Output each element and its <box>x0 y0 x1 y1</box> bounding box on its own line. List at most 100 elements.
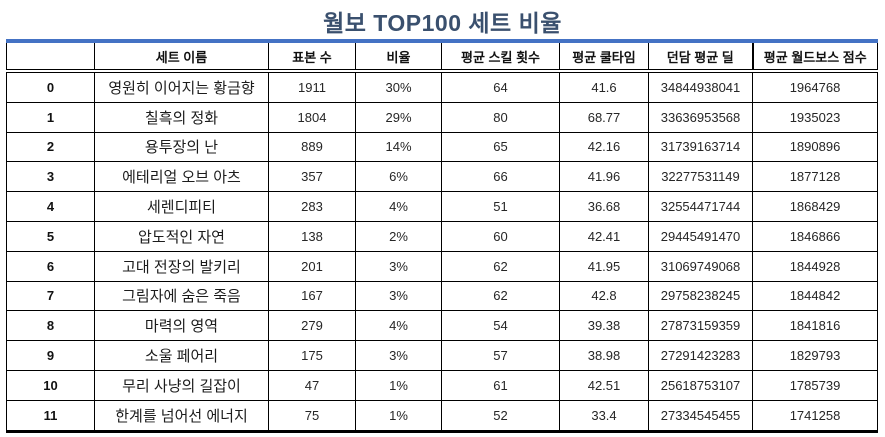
table-row: 3 에테리얼 오브 아츠 357 6% 66 41.96 32277531149 187712… <box>6 161 878 193</box>
set-name-cell: 칠흑의 정화 <box>94 101 269 133</box>
dundam-avg-damage-cell: 31739163714 <box>648 131 753 163</box>
table-row: 7 그림자에 숨은 죽음 167 3% 62 42.8 29758238245 1844842 <box>6 280 878 312</box>
ratio-cell: 4% <box>355 191 442 222</box>
avg-cooldown-cell: 42.51 <box>559 369 649 401</box>
table-row: 4 세렌디피티 283 4% 51 36.68 32554471744 1868429 <box>6 191 878 222</box>
avg-worldboss-score-cell: 1785739 <box>752 369 878 401</box>
sample-count-cell: 279 <box>268 310 356 342</box>
column-header: 비율 <box>355 39 442 73</box>
avg-cooldown-cell: 36.68 <box>559 191 649 222</box>
set-name-cell: 압도적인 자연 <box>94 220 269 252</box>
table-row: 1 칠흑의 정화 1804 29% 80 68.77 33636953568 1935023 <box>6 101 878 133</box>
dundam-avg-damage-cell: 27291423283 <box>648 340 753 371</box>
avg-worldboss-score-cell: 1935023 <box>752 101 878 133</box>
avg-skill-count-cell: 64 <box>441 70 560 103</box>
row-index-cell: 2 <box>6 131 95 163</box>
ratio-cell: 3% <box>355 280 442 312</box>
set-name-cell: 영원히 이어지는 황금향 <box>94 70 269 103</box>
column-header: 던담 평균 딜 <box>648 39 753 73</box>
table-body: 0 영원히 이어지는 황금향 1911 30% 64 41.6 34844938041 196… <box>6 70 878 432</box>
set-name-cell: 에테리얼 오브 아츠 <box>94 161 269 193</box>
row-index-cell: 3 <box>6 161 95 193</box>
avg-cooldown-cell: 39.38 <box>559 310 649 342</box>
ratio-cell: 1% <box>355 369 442 401</box>
sample-count-cell: 47 <box>268 369 356 401</box>
avg-cooldown-cell: 42.16 <box>559 131 649 163</box>
sample-count-cell: 283 <box>268 191 356 222</box>
set-name-cell: 고대 전장의 발키리 <box>94 250 269 282</box>
column-header: 평균 월드보스 점수 <box>751 39 878 73</box>
avg-skill-count-cell: 60 <box>441 220 560 252</box>
dundam-avg-damage-cell: 31069749068 <box>648 250 753 282</box>
table-row: 6 고대 전장의 발키리 201 3% 62 41.95 31069749068 184492… <box>6 250 878 282</box>
sample-count-cell: 1911 <box>268 70 356 103</box>
ratio-cell: 30% <box>355 70 442 103</box>
set-name-cell: 마력의 영역 <box>94 310 269 342</box>
dundam-avg-damage-cell: 29445491470 <box>648 220 753 252</box>
dundam-avg-damage-cell: 27873159359 <box>648 310 753 342</box>
avg-worldboss-score-cell: 1868429 <box>752 191 878 222</box>
avg-cooldown-cell: 38.98 <box>559 340 649 371</box>
table-row: 0 영원히 이어지는 황금향 1911 30% 64 41.6 34844938041 196… <box>6 70 878 103</box>
avg-worldboss-score-cell: 1841816 <box>752 310 878 342</box>
avg-skill-count-cell: 61 <box>441 369 560 401</box>
dundam-avg-damage-cell: 33636953568 <box>648 101 753 133</box>
dundam-avg-damage-cell: 29758238245 <box>648 280 753 312</box>
set-name-cell: 그림자에 숨은 죽음 <box>94 280 269 312</box>
avg-cooldown-cell: 41.6 <box>559 70 649 103</box>
row-index-cell: 8 <box>6 310 95 342</box>
avg-cooldown-cell: 41.96 <box>559 161 649 193</box>
ratio-cell: 4% <box>355 310 442 342</box>
avg-worldboss-score-cell: 1890896 <box>752 131 878 163</box>
avg-worldboss-score-cell: 1877128 <box>752 161 878 193</box>
ratio-cell: 29% <box>355 101 442 133</box>
avg-worldboss-score-cell: 1846866 <box>752 220 878 252</box>
table-row: 8 마력의 영역 279 4% 54 39.38 27873159359 1841816 <box>6 310 878 342</box>
page-title: 월보 TOP100 세트 비율 <box>323 10 562 36</box>
avg-skill-count-cell: 54 <box>441 310 560 342</box>
sample-count-cell: 1804 <box>268 101 356 133</box>
column-header: 세트 이름 <box>94 39 269 73</box>
row-index-cell: 11 <box>6 399 95 432</box>
row-index-cell: 9 <box>6 340 95 371</box>
avg-cooldown-cell: 33.4 <box>559 399 649 432</box>
table-row: 10 무리 사냥의 길잡이 47 1% 61 42.51 25618753107 178573… <box>6 369 878 401</box>
data-table: 세트 이름 표본 수 비율 평균 스킬 횟수 평균 쿨타임 던담 평균 딜 평균 월드보스 … <box>6 39 878 433</box>
sample-count-cell: 889 <box>268 131 356 163</box>
avg-cooldown-cell: 42.8 <box>559 280 649 312</box>
avg-skill-count-cell: 52 <box>441 399 560 432</box>
row-index-cell: 4 <box>6 191 95 222</box>
avg-cooldown-cell: 41.95 <box>559 250 649 282</box>
ratio-cell: 1% <box>355 399 442 432</box>
sample-count-cell: 175 <box>268 340 356 371</box>
avg-skill-count-cell: 62 <box>441 250 560 282</box>
avg-skill-count-cell: 66 <box>441 161 560 193</box>
ratio-cell: 3% <box>355 250 442 282</box>
avg-skill-count-cell: 65 <box>441 131 560 163</box>
sample-count-cell: 75 <box>268 399 356 432</box>
dundam-avg-damage-cell: 32277531149 <box>648 161 753 193</box>
sample-count-cell: 138 <box>268 220 356 252</box>
row-index-cell: 10 <box>6 369 95 401</box>
dundam-avg-damage-cell: 34844938041 <box>648 70 753 103</box>
avg-worldboss-score-cell: 1844928 <box>752 250 878 282</box>
avg-cooldown-cell: 68.77 <box>559 101 649 133</box>
dundam-avg-damage-cell: 32554471744 <box>648 191 753 222</box>
avg-worldboss-score-cell: 1844842 <box>752 280 878 312</box>
column-header <box>6 39 95 73</box>
set-name-cell: 세렌디피티 <box>94 191 269 222</box>
set-name-cell: 무리 사냥의 길잡이 <box>94 369 269 401</box>
avg-worldboss-score-cell: 1964768 <box>752 70 878 103</box>
sample-count-cell: 201 <box>268 250 356 282</box>
avg-cooldown-cell: 42.41 <box>559 220 649 252</box>
column-header: 평균 스킬 횟수 <box>441 39 560 73</box>
avg-worldboss-score-cell: 1829793 <box>752 340 878 371</box>
table-row: 5 압도적인 자연 138 2% 60 42.41 29445491470 1846866 <box>6 220 878 252</box>
avg-skill-count-cell: 51 <box>441 191 560 222</box>
row-index-cell: 0 <box>6 70 95 103</box>
column-header: 평균 쿨타임 <box>559 39 649 73</box>
dundam-avg-damage-cell: 27334545455 <box>648 399 753 432</box>
sample-count-cell: 167 <box>268 280 356 312</box>
avg-skill-count-cell: 57 <box>441 340 560 371</box>
